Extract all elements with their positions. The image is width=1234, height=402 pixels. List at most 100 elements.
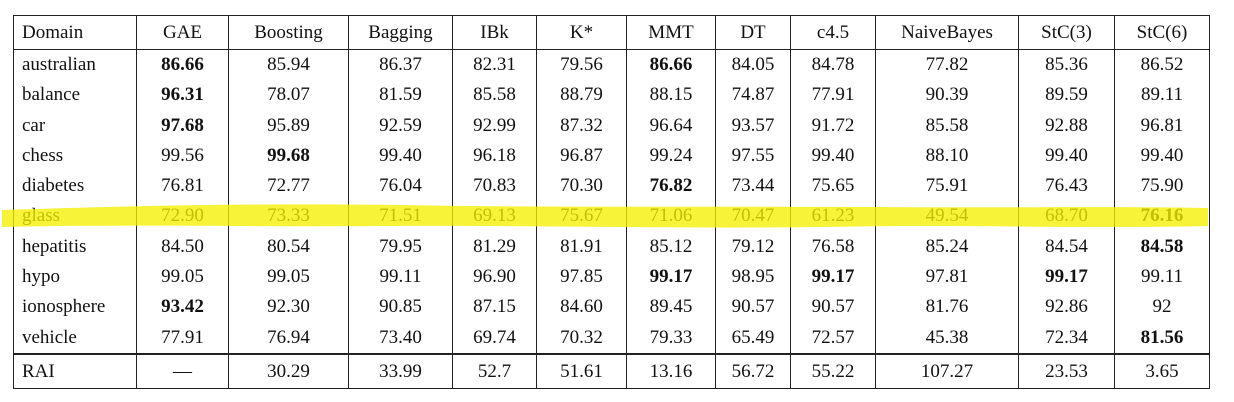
table-row: australian 86.66 85.94 86.37 82.31 79.56 86.66…	[13, 49, 1210, 81]
best-value-cell: 86.66	[136, 49, 229, 81]
domain-name: chess	[13, 140, 137, 172]
value-cell: 92.30	[228, 292, 349, 323]
rai-value-cell: 33.99	[348, 352, 453, 389]
value-cell: 69.74	[452, 322, 537, 354]
value-cell: 84.50	[136, 231, 229, 263]
rai-label: RAI	[13, 352, 137, 389]
value-cell: 92.88	[1018, 110, 1115, 141]
rai-value-cell: 55.22	[790, 352, 876, 389]
value-cell: 77.82	[875, 49, 1019, 81]
value-cell: 84.05	[715, 49, 791, 81]
value-cell: 85.94	[228, 49, 349, 81]
value-cell: 82.31	[452, 49, 537, 81]
value-cell: 96.64	[626, 110, 716, 141]
value-cell: 75.90	[1114, 171, 1210, 202]
best-value-cell: 99.68	[228, 140, 349, 172]
best-value-cell: 99.17	[790, 262, 876, 293]
value-cell: 70.30	[536, 171, 627, 202]
value-cell: 61.23	[790, 201, 876, 232]
value-cell: 79.95	[348, 231, 453, 263]
value-cell: 95.89	[228, 110, 349, 141]
value-cell: 75.91	[875, 171, 1019, 202]
value-cell: 89.45	[626, 292, 716, 323]
value-cell: 76.04	[348, 171, 453, 202]
column-header: DT	[715, 15, 791, 50]
value-cell: 85.58	[875, 110, 1019, 141]
rai-row: RAI —30.29 33.99 52.7 51.61 13.16 56.72 55.22 10…	[13, 352, 1210, 389]
column-header: Bagging	[348, 15, 453, 50]
value-cell: 71.06	[626, 201, 716, 232]
column-header: NaiveBayes	[875, 15, 1019, 50]
value-cell: 70.32	[536, 322, 627, 354]
value-cell: 75.67	[536, 201, 627, 232]
value-cell: 97.55	[715, 140, 791, 172]
value-cell: 73.44	[715, 171, 791, 202]
value-cell: 88.10	[875, 140, 1019, 172]
value-cell: 87.15	[452, 292, 537, 323]
value-cell: 99.56	[136, 140, 229, 172]
value-cell: 81.91	[536, 231, 627, 263]
value-cell: 69.13	[452, 201, 537, 232]
value-cell: 91.72	[790, 110, 876, 141]
value-cell: 45.38	[875, 322, 1019, 354]
domain-name: hypo	[13, 262, 137, 293]
value-cell: 72.77	[228, 171, 349, 202]
table-row: diabetes 76.81 72.77 76.04 70.83 70.30 76.82 73…	[13, 171, 1210, 202]
value-cell: 72.90	[136, 201, 229, 232]
domain-name: diabetes	[13, 171, 137, 202]
value-cell: 89.11	[1114, 80, 1210, 111]
value-cell: 86.37	[348, 49, 453, 81]
rai-value-cell: 56.72	[715, 352, 791, 389]
value-cell: 79.33	[626, 322, 716, 354]
domain-name: ionosphere	[13, 292, 137, 323]
value-cell: 88.15	[626, 80, 716, 111]
value-cell: 77.91	[790, 80, 876, 111]
value-cell: 81.29	[452, 231, 537, 263]
table-row: ionosphere 93.42 92.30 90.85 87.15 84.60 89.45…	[13, 292, 1210, 323]
domain-name: vehicle	[13, 322, 137, 354]
value-cell: 65.49	[715, 322, 791, 354]
value-cell: 90.39	[875, 80, 1019, 111]
rai-value-cell: 52.7	[452, 352, 537, 389]
rai-value-cell: 13.16	[626, 352, 716, 389]
value-cell: 72.57	[790, 322, 876, 354]
best-value-cell: 76.82	[626, 171, 716, 202]
best-value-cell: 99.17	[626, 262, 716, 293]
value-cell: 70.83	[452, 171, 537, 202]
value-cell: 85.24	[875, 231, 1019, 263]
table-row: balance 96.31 78.07 81.59 85.58 88.79 88.15 74.…	[13, 80, 1210, 111]
value-cell: 99.11	[348, 262, 453, 293]
domain-name: balance	[13, 80, 137, 111]
rai-value-cell: 3.65	[1114, 352, 1210, 389]
table-row: vehicle 77.91 76.94 73.40 69.74 70.32 79.33 65.…	[13, 322, 1210, 354]
value-cell: 75.65	[790, 171, 876, 202]
column-header: GAE	[136, 15, 229, 50]
domain-name: australian	[13, 49, 137, 81]
value-cell: 78.07	[228, 80, 349, 111]
value-cell: 76.58	[790, 231, 876, 263]
best-value-cell: 93.42	[136, 292, 229, 323]
value-cell: 80.54	[228, 231, 349, 263]
header-row: Domain GAE Boosting Bagging IBk K* MMT DT c4.5 Na…	[13, 15, 1210, 50]
value-cell: 73.33	[228, 201, 349, 232]
value-cell: 85.58	[452, 80, 537, 111]
best-value-cell: 97.68	[136, 110, 229, 141]
best-value-cell: 96.31	[136, 80, 229, 111]
value-cell: 92	[1114, 292, 1210, 323]
value-cell: 99.05	[136, 262, 229, 293]
value-cell: 86.52	[1114, 49, 1210, 81]
value-cell: 73.40	[348, 322, 453, 354]
domain-name: car	[13, 110, 137, 141]
value-cell: 79.56	[536, 49, 627, 81]
best-value-cell: 81.56	[1114, 322, 1210, 354]
value-cell: 98.95	[715, 262, 791, 293]
best-value-cell: 76.16	[1114, 201, 1210, 232]
value-cell: 76.94	[228, 322, 349, 354]
rai-value-cell: —	[136, 352, 229, 389]
value-cell: 85.36	[1018, 49, 1115, 81]
value-cell: 49.54	[875, 201, 1019, 232]
value-cell: 99.11	[1114, 262, 1210, 293]
value-cell: 99.40	[790, 140, 876, 172]
value-cell: 99.40	[1018, 140, 1115, 172]
column-header: MMT	[626, 15, 716, 50]
